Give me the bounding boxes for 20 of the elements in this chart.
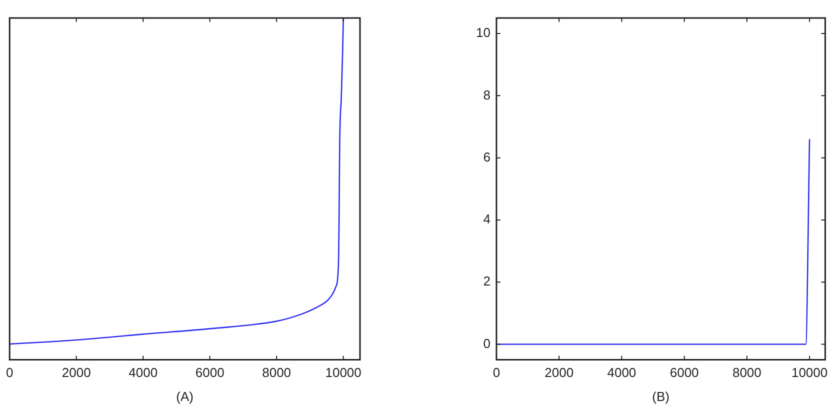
x-tick-label: 6000 xyxy=(195,365,224,380)
x-axis-title: (B) xyxy=(652,388,670,404)
y-tick-label: 8 xyxy=(483,87,490,102)
y-tick-label: 10 xyxy=(476,25,490,40)
x-tick-label: 10000 xyxy=(325,365,362,380)
x-tick-label: 6000 xyxy=(670,365,699,380)
y-tick-label: 4 xyxy=(483,212,490,227)
x-tick-label: 8000 xyxy=(262,365,292,380)
y-tick-label: 0 xyxy=(483,336,490,351)
x-axis-title: (A) xyxy=(176,388,194,404)
x-tick-label: 4000 xyxy=(607,365,636,380)
x-tick-label: 10000 xyxy=(791,365,828,380)
x-tick-label: 0 xyxy=(6,365,14,380)
x-tick-label: 2000 xyxy=(62,365,91,380)
y-tick-label: 2 xyxy=(483,274,490,289)
x-tick-label: 0 xyxy=(492,365,500,380)
x-tick-label: 8000 xyxy=(732,365,762,380)
x-tick-label: 2000 xyxy=(544,365,574,380)
x-tick-label: 4000 xyxy=(128,365,158,380)
y-tick-label: 6 xyxy=(483,149,490,164)
